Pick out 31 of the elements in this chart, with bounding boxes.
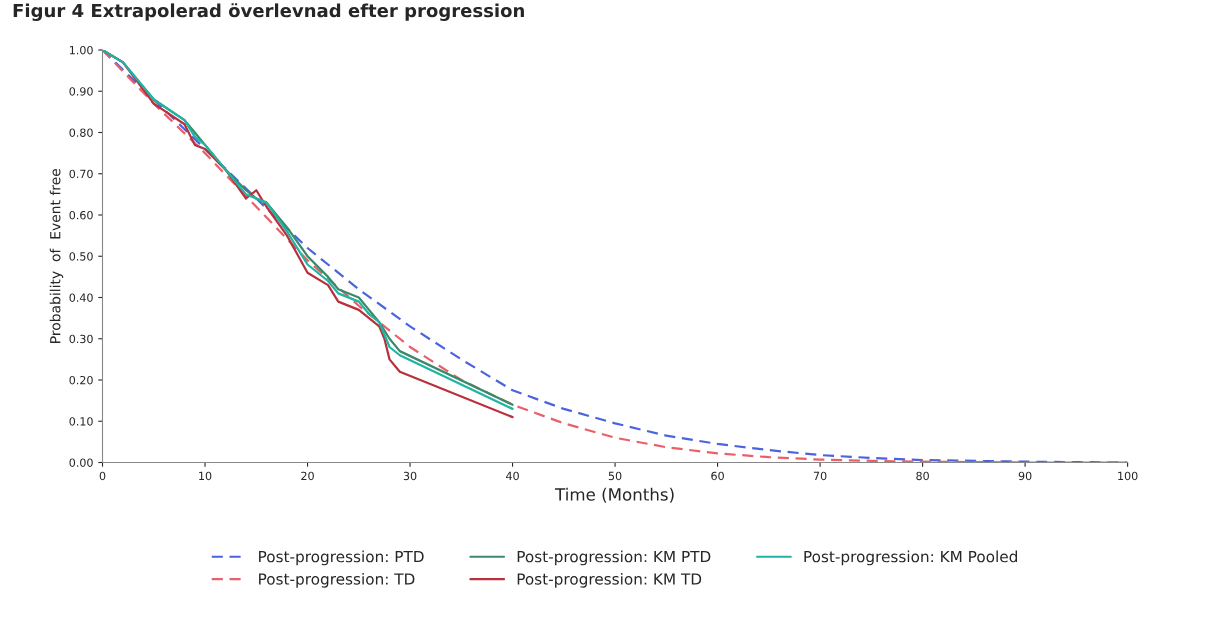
y-tick-label: 0.40	[69, 293, 93, 302]
x-axis-title: Time (Months)	[555, 487, 674, 503]
y-tick-label: 1.00	[69, 45, 93, 55]
legend-label: Post-progression: TD	[259, 572, 415, 588]
y-tick-label: 0.60	[69, 210, 93, 220]
x-tick-label: 10	[199, 471, 212, 481]
x-tick-label: 90	[1018, 471, 1032, 481]
y-tick-label: 0.20	[69, 375, 93, 385]
x-tick-label: 20	[301, 471, 314, 481]
x-tick-label: 0	[99, 471, 106, 481]
y-axis-title: Probability of Event free	[49, 168, 64, 343]
chart-title: Figur 4 Extrapolerad överlevnad efter progression	[13, 3, 524, 21]
y-tick-label: 0.10	[69, 417, 93, 426]
x-tick-label: 80	[916, 471, 929, 481]
legend-label: Post-progression: KM PTD	[517, 550, 711, 566]
legend-label: Post-progression: KM Pooled	[804, 550, 1017, 566]
legend-label: Post-progression: PTD	[259, 550, 424, 566]
x-tick-label: 30	[403, 471, 417, 481]
y-tick-label: 0.80	[69, 128, 93, 137]
y-tick-label: 0.30	[69, 334, 93, 344]
y-tick-label: 0.50	[69, 252, 93, 261]
x-tick-label: 60	[711, 471, 724, 481]
y-tick-label: 0.00	[69, 458, 93, 467]
line-series	[102, 50, 1128, 463]
x-tick-label: 100	[1118, 471, 1138, 481]
legend-label: Post-progression: KM TD	[517, 572, 702, 588]
x-tick-label: 50	[608, 471, 622, 481]
y-tick-label: 0.90	[69, 87, 93, 96]
x-tick-label: 40	[506, 471, 519, 481]
x-tick-label: 70	[813, 471, 827, 481]
y-tick-label: 0.70	[69, 169, 93, 179]
